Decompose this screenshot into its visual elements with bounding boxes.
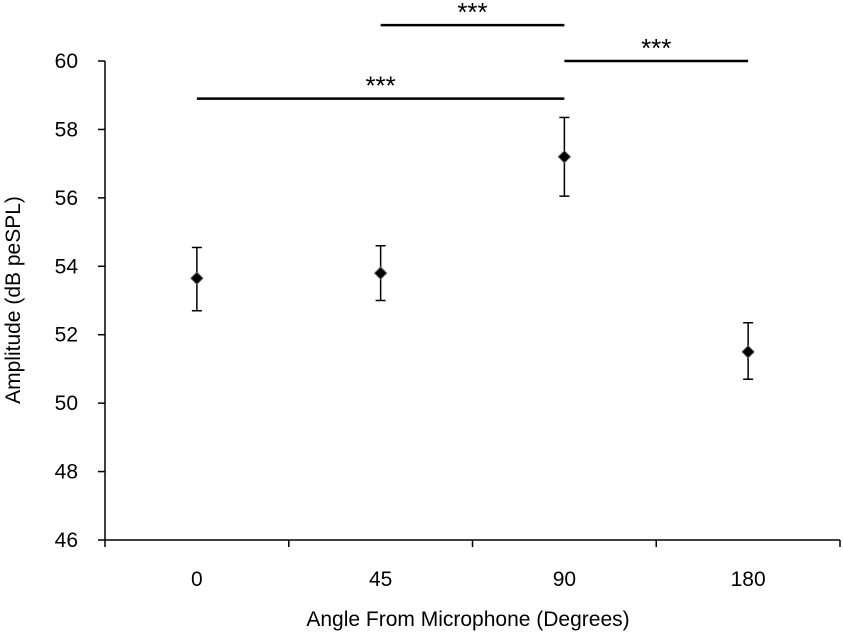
y-tick-label: 60: [55, 50, 78, 73]
x-axis-ticks: 0 45 90 180: [104, 540, 841, 591]
significance-label: ***: [641, 33, 671, 63]
y-axis-ticks: 46 48 50 52 54 56 58 60: [55, 50, 105, 552]
y-tick-label: 48: [55, 461, 78, 484]
x-axis-title: Angle From Microphone (Degrees): [306, 608, 629, 631]
data-point: [741, 345, 755, 359]
significance-label: ***: [457, 0, 487, 27]
x-tick-label: 45: [369, 568, 392, 591]
y-tick-label: 58: [55, 118, 78, 141]
y-axis-title: Amplitude (dB peSPL): [2, 196, 25, 404]
significance-brackets: *** *** ***: [196, 0, 749, 101]
data-point: [190, 271, 204, 285]
data-point: [557, 150, 572, 164]
y-tick-label: 52: [55, 324, 78, 347]
y-tick-label: 56: [55, 187, 78, 210]
x-tick-label: 180: [731, 568, 766, 591]
y-tick-label: 54: [55, 255, 79, 278]
significance-label: ***: [365, 71, 395, 101]
y-tick-label: 46: [55, 529, 78, 552]
y-tick-label: 50: [55, 392, 78, 415]
data-points: [190, 116, 755, 380]
data-point: [373, 266, 388, 280]
axes: [104, 61, 840, 541]
x-tick-label: 90: [553, 568, 576, 591]
x-tick-label: 0: [191, 568, 203, 591]
